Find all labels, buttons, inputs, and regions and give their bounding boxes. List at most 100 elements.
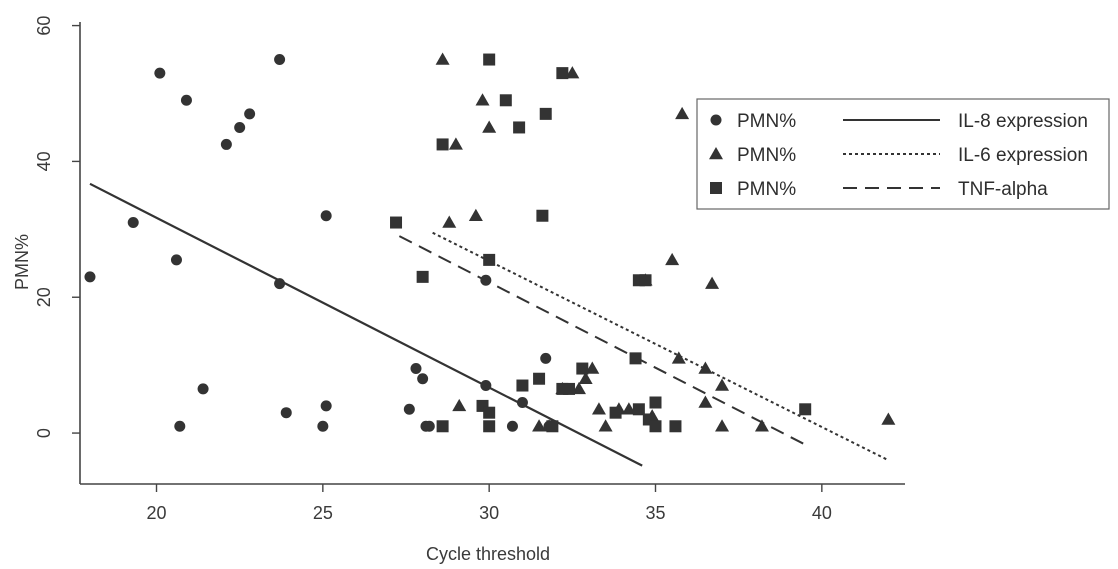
triangle-point <box>715 378 730 391</box>
triangle-point <box>881 412 896 425</box>
circle-point <box>540 352 552 364</box>
triangle-point <box>698 361 713 374</box>
triangle-point <box>578 371 593 384</box>
legend-triangle-marker <box>709 147 723 160</box>
legend: PMN% IL-8 expression PMN% IL-6 expression PM… <box>696 98 1110 210</box>
y-tick-label: 40 <box>34 151 54 171</box>
square-point <box>483 420 496 433</box>
circle-point <box>154 67 166 79</box>
square-point <box>536 209 549 222</box>
circle-point <box>280 407 292 419</box>
circle-point <box>180 94 192 106</box>
x-tick-label: 25 <box>313 503 333 523</box>
square-point <box>533 372 546 385</box>
y-axis-title: PMN% <box>12 234 32 290</box>
ticks: 20 25 30 35 40 0 20 40 60 <box>34 16 832 523</box>
y-tick-label: 60 <box>34 16 54 36</box>
square-point <box>516 379 529 392</box>
circle-point <box>170 254 182 266</box>
triangle-point <box>715 419 730 432</box>
triangle-point <box>621 402 636 415</box>
square-point <box>649 396 662 409</box>
square-point <box>632 403 645 416</box>
square-point <box>483 406 496 419</box>
square-point <box>629 352 642 365</box>
triangle-point <box>468 208 483 221</box>
square-point <box>546 420 559 433</box>
circle-point <box>516 397 528 409</box>
circle-point <box>244 108 256 120</box>
circle-point <box>274 278 286 290</box>
square-point <box>669 420 682 433</box>
x-tick-label: 35 <box>645 503 665 523</box>
circle-point <box>174 420 186 432</box>
triangle-point <box>565 66 580 79</box>
triangle-point <box>754 419 769 432</box>
legend-line-label: IL-6 expression <box>958 145 1088 166</box>
x-tick-label: 40 <box>812 503 832 523</box>
circle-point <box>197 383 209 395</box>
circle-point <box>317 420 329 432</box>
triangle-point <box>665 252 680 266</box>
square-point <box>576 362 589 375</box>
x-tick-label: 30 <box>479 503 499 523</box>
x-tick-label: 20 <box>146 503 166 523</box>
triangle-point <box>598 419 613 432</box>
triangle-point <box>448 137 463 150</box>
triangle-point <box>482 120 497 133</box>
circle-point <box>320 400 332 412</box>
circle-point <box>403 403 415 415</box>
legend-marker-label: PMN% <box>737 111 796 132</box>
square-point <box>799 403 812 416</box>
triangle-point <box>452 398 467 412</box>
square-point <box>390 216 403 229</box>
triangle-point <box>671 351 686 364</box>
circle-point <box>480 274 492 286</box>
square-point <box>609 406 622 419</box>
triangle-point <box>475 93 490 106</box>
circle-point <box>417 373 429 385</box>
square-point <box>483 253 496 266</box>
triangle-point <box>591 402 606 415</box>
square-point <box>539 107 552 120</box>
axes <box>79 22 905 485</box>
triangle-point <box>571 381 586 395</box>
triangle-point <box>705 276 720 289</box>
square-point <box>563 382 576 395</box>
square-point <box>436 420 449 433</box>
square-point <box>416 270 429 283</box>
square-point <box>639 274 652 287</box>
legend-circle-marker <box>710 114 722 126</box>
triangle-point <box>442 215 457 228</box>
legend-marker-label: PMN% <box>737 145 796 166</box>
x-axis-title: Cycle threshold <box>426 544 550 564</box>
circle-point <box>127 217 139 229</box>
circle-point <box>220 138 232 150</box>
triangle-point <box>435 52 450 65</box>
legend-square-marker <box>710 182 722 194</box>
circle-point <box>480 380 492 392</box>
y-tick-label: 0 <box>34 428 54 438</box>
triangle-point <box>698 395 713 408</box>
circle-point <box>84 271 96 283</box>
y-tick-label: 20 <box>34 287 54 307</box>
triangle-point <box>675 106 690 120</box>
square-point <box>499 94 512 107</box>
triangle-point <box>532 419 547 432</box>
legend-marker-label: PMN% <box>737 179 796 200</box>
circle-point <box>410 363 422 375</box>
square-point <box>483 53 496 66</box>
square-point <box>436 138 449 151</box>
square-point <box>513 121 526 134</box>
circle-point <box>234 121 246 133</box>
fit-line-dashed <box>398 235 806 446</box>
circle-point <box>274 54 286 66</box>
square-point <box>556 67 569 80</box>
legend-line-label: IL-8 expression <box>958 111 1088 132</box>
fit-lines <box>89 182 889 467</box>
fit-line-dotted <box>432 231 889 462</box>
circle-point <box>423 420 435 432</box>
square-point <box>649 420 662 433</box>
